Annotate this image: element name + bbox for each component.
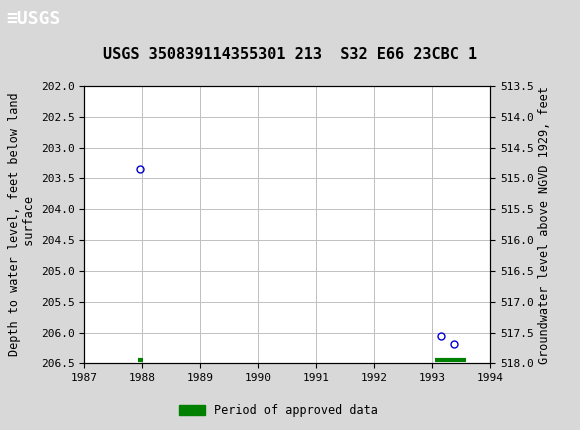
Y-axis label: Depth to water level, feet below land
 surface: Depth to water level, feet below land su… — [9, 93, 37, 356]
Y-axis label: Groundwater level above NGVD 1929, feet: Groundwater level above NGVD 1929, feet — [538, 86, 551, 364]
Legend: Period of approved data: Period of approved data — [174, 399, 383, 422]
Text: USGS 350839114355301 213  S32 E66 23CBC 1: USGS 350839114355301 213 S32 E66 23CBC 1 — [103, 47, 477, 62]
Text: ≡USGS: ≡USGS — [6, 10, 60, 28]
